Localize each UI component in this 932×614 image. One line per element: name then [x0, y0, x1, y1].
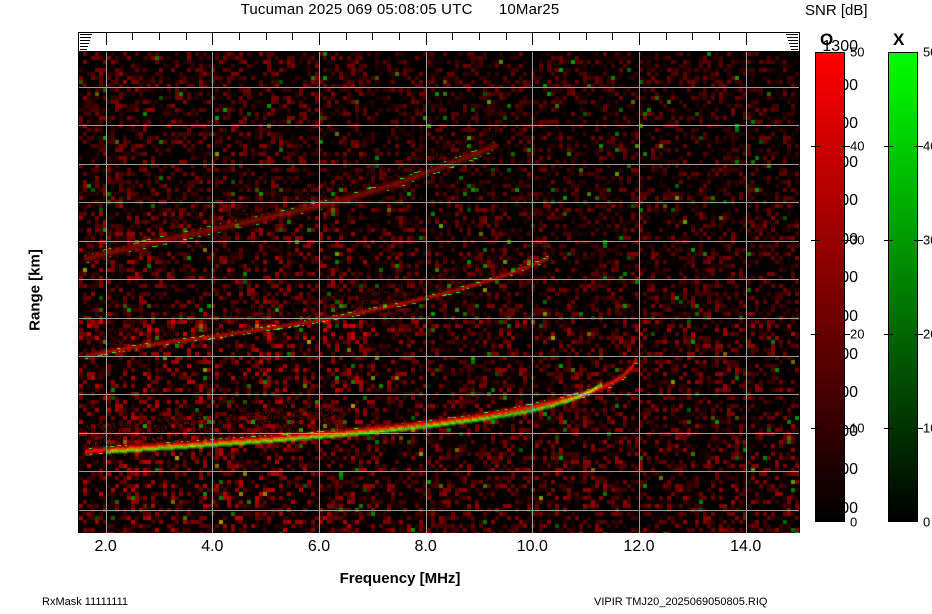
x-tick-label: 4.0	[201, 538, 224, 555]
file-id-label: VIPIR TMJ20_2025069050805.RIQ	[594, 596, 768, 608]
grid-line-horizontal	[79, 510, 799, 511]
grid-line-horizontal	[79, 356, 799, 357]
x-tick-label: 14.0	[730, 538, 762, 555]
colorbar-tick-dash	[914, 146, 923, 147]
grid-line-vertical	[106, 52, 107, 533]
colorbar-tick-dash	[811, 334, 820, 335]
x-tick-label: 12.0	[623, 538, 655, 555]
colorbar-tick-dash	[811, 146, 820, 147]
colorbar-tick-label: 0	[923, 514, 931, 530]
colorbar-tick-label: 50	[850, 44, 865, 60]
colorbar-tick-label: 20	[850, 326, 865, 342]
colorbar-tick-dash	[884, 146, 893, 147]
colorbar-tick-dash	[841, 240, 850, 241]
x-tick-label: 6.0	[307, 538, 331, 555]
colorbar-tick-dash	[811, 240, 820, 241]
top-tick	[319, 33, 320, 45]
colorbar-tick-dash	[841, 334, 850, 335]
colorbar-tick-dash	[914, 334, 923, 335]
colorbar-tick-label: 30	[923, 232, 932, 248]
top-tick	[212, 33, 213, 45]
x-axis-label: Frequency [MHz]	[339, 570, 461, 587]
colorbar-x-label: X	[893, 30, 905, 49]
rxmask-label: RxMask 11111111	[42, 596, 129, 608]
top-tick	[159, 33, 160, 40]
ionogram-heatmap-canvas	[79, 52, 799, 533]
colorbar-tick-label: 10	[850, 420, 865, 436]
top-tick	[612, 33, 613, 40]
grid-line-vertical	[426, 52, 427, 533]
top-tick	[239, 33, 240, 40]
grid-line-horizontal	[79, 471, 799, 472]
page-title: Tucuman 2025 069 05:08:05 UTC 10Mar25	[240, 1, 560, 18]
top-tick	[506, 33, 507, 40]
top-tick	[639, 33, 640, 45]
grid-line-horizontal	[79, 125, 799, 126]
colorbar-tick-dash	[914, 240, 923, 241]
grid-line-vertical	[212, 52, 213, 533]
colorbar-tick-label: 30	[850, 232, 865, 248]
colorbar-tick-label: 10	[923, 420, 932, 436]
top-tick-band	[79, 33, 799, 52]
top-tick	[426, 33, 427, 45]
top-tick	[666, 33, 667, 40]
grid-lines	[79, 52, 799, 533]
grid-line-vertical	[319, 52, 320, 533]
colorbar-tick-label: 20	[923, 326, 932, 342]
grid-line-horizontal	[79, 318, 799, 319]
colorbar-tick-dash	[884, 240, 893, 241]
colorbar-tick-label: 40	[923, 138, 932, 154]
colorbar-o-label: O	[820, 30, 834, 49]
top-tick	[372, 33, 373, 40]
top-tick	[106, 33, 107, 45]
top-tick	[586, 33, 587, 40]
colorbar-tick-dash	[914, 428, 923, 429]
colorbar-tick-dash	[811, 428, 820, 429]
grid-line-horizontal	[79, 202, 799, 203]
top-tick	[692, 33, 693, 40]
grid-line-horizontal	[79, 394, 799, 395]
y-tick-label: 1300	[822, 38, 858, 56]
top-tick	[452, 33, 453, 40]
top-tick	[719, 33, 720, 40]
grid-line-horizontal	[79, 87, 799, 88]
ionogram-plot	[78, 32, 800, 533]
grid-line-horizontal	[79, 241, 799, 242]
colorbar-tick-dash	[841, 146, 850, 147]
grid-line-horizontal	[79, 279, 799, 280]
top-tick	[559, 33, 560, 40]
ionogram-data-area	[79, 52, 799, 533]
x-tick-label: 8.0	[414, 538, 437, 555]
colorbar-o-mode	[815, 52, 845, 522]
grid-line-vertical	[532, 52, 533, 533]
scale-ladder-left	[80, 34, 92, 51]
grid-line-vertical	[639, 52, 640, 533]
top-tick	[292, 33, 293, 40]
grid-line-horizontal	[79, 433, 799, 434]
top-tick	[132, 33, 133, 40]
grid-line-horizontal	[79, 164, 799, 165]
y-axis-label: Range [km]	[26, 249, 44, 331]
scale-ladder-right	[786, 34, 798, 51]
colorbar-tick-label: 0	[850, 514, 858, 530]
colorbar-tick-dash	[841, 428, 850, 429]
top-tick	[532, 33, 533, 45]
colorbar-title: SNR [dB]	[805, 2, 868, 19]
colorbar-tick-dash	[884, 428, 893, 429]
grid-line-vertical	[746, 52, 747, 533]
top-tick	[346, 33, 347, 40]
top-tick	[479, 33, 480, 40]
colorbar-tick-label: 40	[850, 138, 865, 154]
top-tick	[399, 33, 400, 40]
x-tick-label: 2.0	[94, 538, 117, 555]
colorbar-tick-label: 50	[923, 44, 932, 60]
top-tick	[746, 33, 747, 45]
colorbar-x-mode	[888, 52, 918, 522]
x-tick-label: 10.0	[516, 538, 548, 555]
colorbar-tick-dash	[884, 334, 893, 335]
top-tick	[266, 33, 267, 40]
top-tick	[186, 33, 187, 40]
